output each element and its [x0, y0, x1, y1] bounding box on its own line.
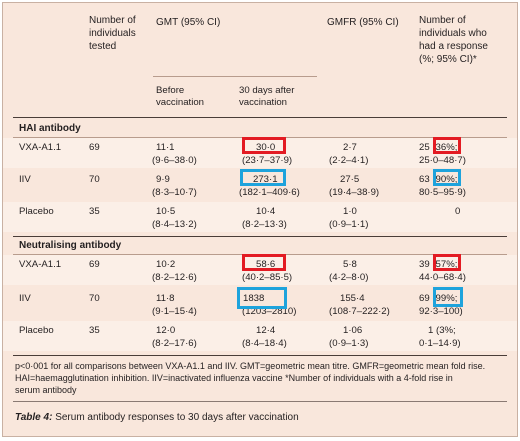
header-resp-line3: had a response	[419, 41, 488, 52]
row-resp: 39 (57%;	[419, 259, 458, 270]
row-gmfr: 155·4	[340, 293, 365, 304]
row-after: 30·0	[256, 142, 276, 153]
section-divider	[13, 236, 507, 237]
row-after-ci: (8·4–18·4)	[242, 338, 287, 349]
row-resp: 63 (90%;	[419, 174, 458, 185]
row-gmfr-ci: (0·9–1·3)	[329, 338, 369, 349]
row-after-ci: (182·1–409·6)	[239, 187, 300, 198]
caption-text: Serum antibody responses to 30 days afte…	[52, 412, 299, 423]
highlight-box-blue	[433, 287, 463, 307]
header-n-line2: individuals	[89, 28, 136, 39]
highlight-box-red	[242, 137, 286, 154]
row-gmfr-ci: (2·2–4·1)	[329, 155, 369, 166]
row-gmfr-ci: (19·4–38·9)	[329, 187, 380, 198]
highlight-box-red	[433, 137, 461, 154]
row-after-ci: (23·7–37·9)	[242, 155, 293, 166]
section-title-hai: HAI antibody	[19, 123, 81, 134]
row-gmfr-ci: (0·9–1·1)	[329, 219, 369, 230]
row-before-ci: (8·3–10·7)	[152, 187, 197, 198]
row-resp-ci: 0·1–14·9)	[419, 338, 461, 349]
header-resp-line2: individuals who	[419, 28, 487, 39]
row-group: VXA-A1.1	[19, 259, 62, 270]
row-resp-ci: 44·0–68·4)	[419, 272, 466, 283]
row-gmfr-ci: (4·2–8·0)	[329, 272, 369, 283]
row-before: 11·8	[156, 293, 175, 304]
table-bottom-rule	[13, 355, 507, 356]
gmt-subheader-rule	[153, 76, 317, 77]
row-before: 11·1	[156, 142, 175, 153]
row-after: 1838	[243, 293, 265, 304]
row-after-ci: (40·2–85·5)	[242, 272, 293, 283]
row-group: IIV	[19, 174, 31, 185]
row-before-ci: (9·6–38·0)	[152, 155, 197, 166]
row-group: Placebo	[19, 325, 54, 336]
row-gmfr: 1·0	[343, 206, 357, 217]
row-before: 12·0	[156, 325, 176, 336]
highlight-box-blue	[433, 169, 461, 186]
row-gmfr: 1·06	[343, 325, 363, 336]
row-group: VXA-A1.1	[19, 142, 62, 153]
row-resp: 69 (99%;	[419, 293, 458, 304]
row-after: 58·6	[256, 259, 276, 270]
row-n: 35	[89, 325, 100, 336]
row-group: Placebo	[19, 206, 54, 217]
row-band	[3, 321, 517, 351]
row-after: 10·4	[256, 206, 276, 217]
header-resp-line4: (%; 95% CI)*	[419, 54, 477, 65]
footnote-line2: HAI=haemagglutination inhibition. IIV=in…	[15, 373, 453, 383]
section-title-neutralising: Neutralising antibody	[19, 240, 122, 251]
row-n: 70	[89, 174, 100, 185]
subheader-before-line1: Before	[156, 85, 185, 96]
caption-label: Table 4:	[15, 412, 53, 423]
row-band	[3, 202, 517, 232]
header-gmt: GMT (95% CI)	[156, 17, 221, 28]
header-resp-line1: Number of	[419, 15, 466, 26]
row-gmfr-ci: (108·7–222·2)	[329, 306, 390, 317]
header-n-line3: tested	[89, 41, 117, 52]
subheader-after-line2: vaccination	[239, 97, 287, 108]
row-gmfr: 27·5	[340, 174, 360, 185]
highlight-box-blue	[240, 169, 286, 186]
row-before: 9·9	[156, 174, 170, 185]
row-n: 35	[89, 206, 100, 217]
header-rule	[13, 117, 507, 118]
subheader-before-line2: vaccination	[156, 97, 204, 108]
row-resp: 25 (36%;	[419, 142, 458, 153]
row-before: 10·5	[156, 206, 176, 217]
row-gmfr: 5·8	[343, 259, 357, 270]
row-n: 69	[89, 142, 100, 153]
highlight-box-red	[433, 254, 461, 271]
row-resp: 1 (3%;	[428, 325, 456, 336]
row-before-ci: (8·4–13·2)	[152, 219, 197, 230]
caption-rule	[13, 401, 507, 402]
row-before-ci: (9·1–15·4)	[152, 306, 197, 317]
row-group: IIV	[19, 293, 31, 304]
row-resp-ci: 80·5–95·9)	[419, 187, 466, 198]
row-n: 69	[89, 259, 100, 270]
highlight-box-red	[242, 254, 286, 271]
row-gmfr: 2·7	[343, 142, 357, 153]
header-n-line1: Number of	[89, 15, 136, 26]
highlight-box-blue	[237, 287, 287, 309]
table-figure: Number of individuals tested GMT (95% CI…	[2, 2, 518, 437]
row-before: 10·2	[156, 259, 176, 270]
subheader-after-line1: 30 days after	[239, 85, 295, 96]
row-before-ci: (8·2–12·6)	[152, 272, 197, 283]
header-gmfr: GMFR (95% CI)	[327, 17, 399, 28]
row-after-ci: (1203–2810)	[242, 306, 297, 317]
row-resp-ci: 25·0–48·7)	[419, 155, 466, 166]
row-resp-ci: 92·3–100)	[419, 306, 463, 317]
footnote-line1: p<0·001 for all comparisons between VXA-…	[15, 361, 486, 371]
row-resp: 0	[455, 206, 461, 217]
footnote-line3: serum antibody	[15, 385, 77, 395]
row-after: 12·4	[256, 325, 276, 336]
table-caption: Table 4: Serum antibody responses to 30 …	[15, 411, 299, 424]
row-after-ci: (8·2–13·3)	[242, 219, 287, 230]
row-before-ci: (8·2–17·6)	[152, 338, 197, 349]
row-n: 70	[89, 293, 100, 304]
row-after: 273·1	[253, 174, 278, 185]
